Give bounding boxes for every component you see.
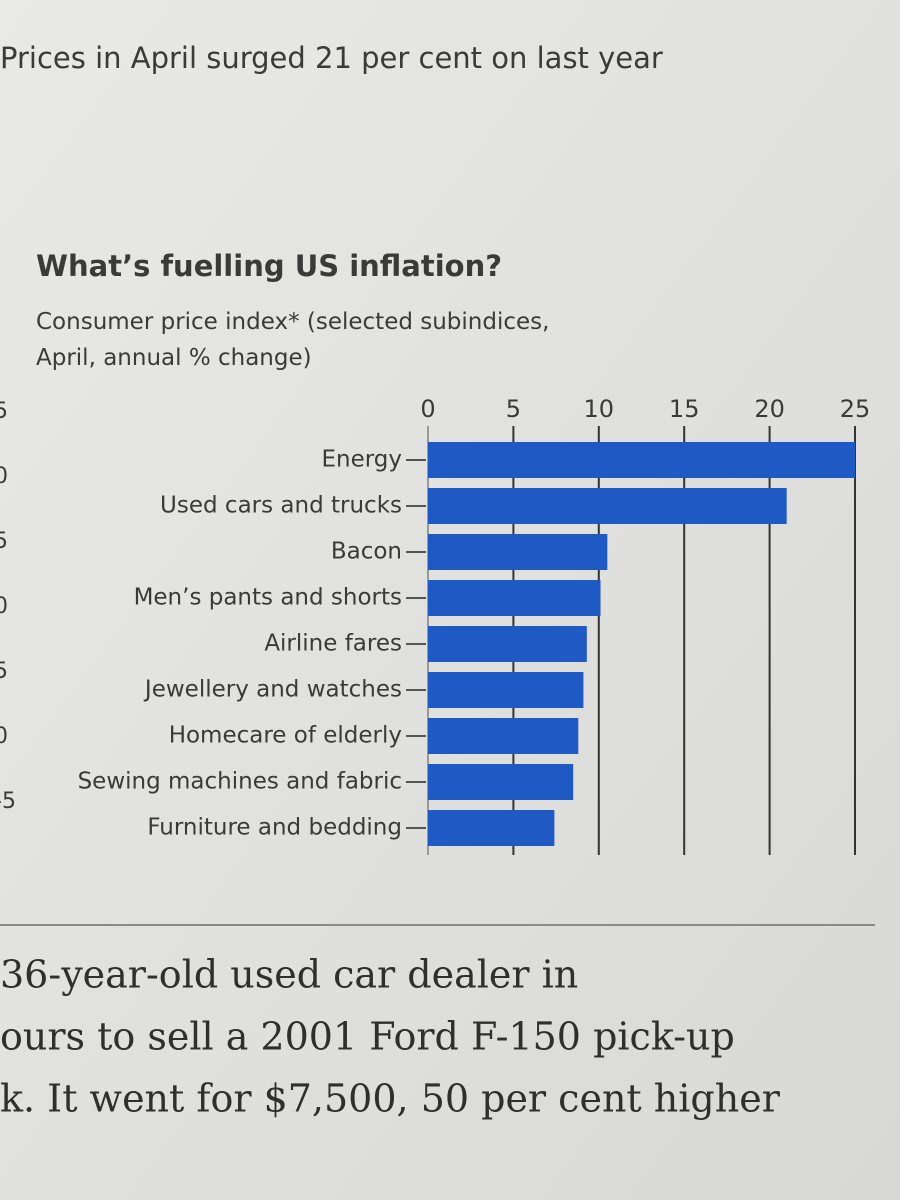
chart-title: What’s fuelling US inflation? [36,249,502,283]
bar [428,810,555,846]
body-line: k. It went for $7,500, 50 per cent highe… [0,1077,781,1121]
bar [428,764,574,800]
x-tick-label: 10 [584,395,615,423]
bar [428,488,787,524]
x-tick-label: 5 [506,395,521,423]
body-line: ours to sell a 2001 Ford F-150 pick-up [0,1015,735,1059]
cropped-axis-label: 0 [0,464,8,489]
x-tick-label: 0 [420,395,435,423]
cropped-axis-label: 0 [0,724,8,749]
bar [428,580,601,616]
chart-subtitle: Consumer price index* (selected subindic… [36,309,549,371]
category-label: Men’s pants and shorts [134,585,402,611]
cropped-axis-label: -5 [0,789,16,814]
bar [428,626,587,662]
bar [428,672,584,708]
bar [428,442,855,478]
category-label: Used cars and trucks [160,493,402,519]
cropped-axis-label: 5 [0,659,8,684]
cropped-axis-label: 5 [0,529,8,554]
category-label: Homecare of elderly [169,723,402,749]
category-label: Airline fares [264,631,402,657]
headline: Prices in April surged 21 per cent on la… [0,41,663,75]
x-tick-label: 20 [754,395,785,423]
category-label: Sewing machines and fabric [78,769,402,795]
bar [428,534,608,570]
bar [428,718,579,754]
category-label: Jewellery and watches [143,677,402,703]
cropped-axis-label: 0 [0,594,8,619]
cropped-axis-label: 5 [0,399,8,424]
category-label: Furniture and bedding [147,815,402,841]
category-label: Energy [321,447,402,473]
body-line: 36-year-old used car dealer in [0,953,578,997]
x-tick-label: 25 [840,395,871,423]
category-label: Bacon [331,539,402,565]
x-tick-label: 15 [669,395,700,423]
